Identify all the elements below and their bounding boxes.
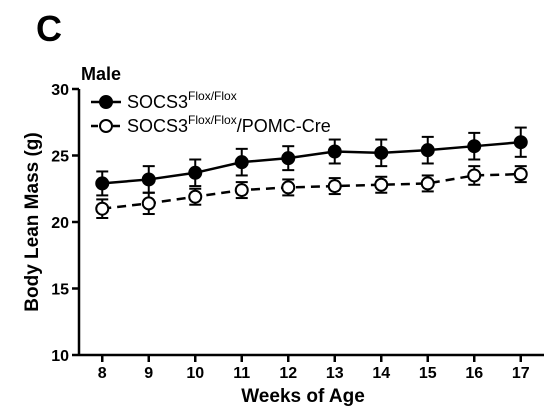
series-2: [95, 165, 528, 220]
data-point: [420, 143, 435, 158]
series-1: [95, 126, 528, 197]
y-tick-label: 30: [51, 82, 69, 99]
data-point: [513, 135, 528, 150]
data-point: [374, 177, 389, 192]
data-point: [188, 189, 203, 204]
data-point: [327, 144, 342, 159]
series-layer: [95, 126, 528, 220]
data-point: [95, 201, 110, 216]
x-tick-label: 9: [144, 365, 153, 382]
legend-entry-2: SOCS3Flox/Flox/POMC-Cre: [91, 113, 331, 136]
legend-label: SOCS3Flox/Flox/POMC-Cre: [127, 113, 331, 136]
y-tick-label: 10: [51, 348, 69, 365]
x-tick-label: 11: [233, 365, 250, 382]
x-tick-label: 17: [512, 365, 530, 382]
series-line: [102, 140, 521, 185]
y-tick-label: 25: [51, 149, 69, 166]
legend-entry-1: SOCS3Flox/Flox: [91, 89, 237, 112]
data-point: [281, 180, 296, 195]
x-tick-label: 15: [419, 365, 437, 382]
data-point: [141, 196, 156, 211]
legend-swatch-marker: [99, 95, 113, 109]
series-line: [102, 172, 521, 210]
x-axis-label: Weeks of Age: [241, 386, 365, 407]
data-point: [420, 176, 435, 191]
x-tick-label: 10: [186, 365, 204, 382]
y-tick-label: 20: [51, 215, 69, 232]
axes: 10 15 20 25 30 8 9 10 11 12 13 14 15 16 17: [51, 82, 544, 382]
data-point: [281, 151, 296, 166]
x-tick-label: 14: [372, 365, 390, 382]
legend-label: SOCS3Flox/Flox: [127, 89, 237, 112]
data-point: [467, 139, 482, 154]
data-point: [374, 145, 389, 160]
data-point: [234, 155, 249, 170]
legend-swatch-marker: [99, 119, 113, 133]
panel-label: C: [36, 8, 62, 49]
x-tick-label: 16: [465, 365, 483, 382]
data-point: [327, 179, 342, 194]
chart-subtitle: Male: [81, 64, 121, 84]
data-point: [234, 183, 249, 198]
data-point: [141, 172, 156, 187]
data-point: [467, 168, 482, 183]
y-axis-label: Body Lean Mass (g): [22, 132, 43, 311]
data-point: [513, 167, 528, 182]
x-tick-label: 8: [98, 365, 107, 382]
y-tick-label: 15: [51, 282, 69, 299]
x-tick-label: 12: [279, 365, 297, 382]
data-point: [188, 165, 203, 180]
x-tick-label: 13: [326, 365, 344, 382]
data-point: [95, 176, 110, 191]
